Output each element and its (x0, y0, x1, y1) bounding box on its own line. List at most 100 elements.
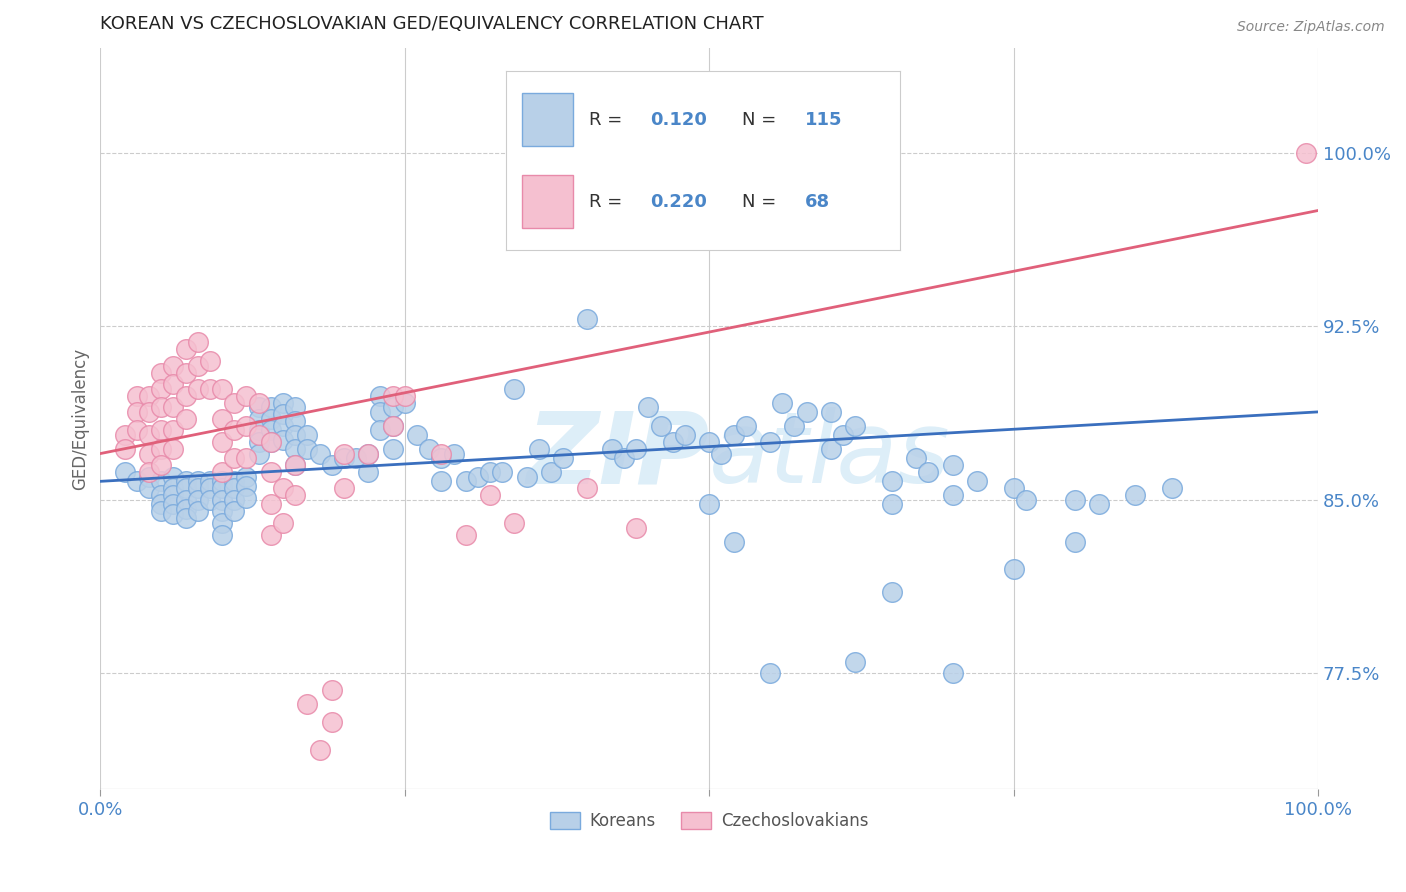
Point (271, 395, 294, 409)
Point (479, 488, 502, 502)
Point (1002, 481, 1025, 495)
Point (162, 507, 184, 521)
Text: 68: 68 (806, 193, 831, 211)
Point (284, 401, 307, 415)
Point (211, 434, 233, 449)
Point (418, 442, 440, 456)
Point (260, 465, 283, 479)
Point (198, 481, 221, 495)
Point (284, 428, 307, 442)
Point (150, 382, 173, 396)
Point (247, 428, 270, 442)
Point (224, 424, 246, 438)
Point (381, 389, 404, 403)
Point (832, 428, 855, 442)
Point (284, 458, 307, 472)
Point (150, 366, 173, 380)
Text: R =: R = (589, 111, 628, 128)
Point (297, 697, 319, 711)
Point (174, 343, 197, 357)
Point (198, 382, 221, 396)
Text: 0.120: 0.120 (650, 111, 707, 128)
Point (271, 433, 294, 447)
Point (540, 465, 562, 479)
Text: N =: N = (742, 111, 782, 128)
Point (125, 424, 148, 438)
Point (321, 682, 343, 697)
Point (174, 492, 197, 507)
Point (770, 395, 793, 409)
Text: atlas: atlas (709, 408, 950, 504)
Point (235, 451, 257, 466)
Point (271, 407, 294, 421)
Point (211, 481, 233, 495)
Point (673, 428, 696, 442)
Point (430, 475, 453, 489)
Point (198, 492, 221, 507)
Point (284, 442, 307, 456)
Point (247, 412, 270, 426)
Point (260, 527, 283, 541)
Point (150, 488, 173, 502)
Point (247, 395, 270, 409)
Point (211, 492, 233, 507)
Point (381, 418, 404, 433)
Point (174, 511, 197, 525)
Point (125, 405, 148, 419)
Point (235, 479, 257, 493)
Point (187, 481, 209, 495)
Point (235, 389, 257, 403)
Point (430, 451, 453, 466)
Point (150, 475, 173, 489)
Point (1088, 498, 1111, 512)
Point (260, 434, 283, 449)
Point (284, 414, 307, 428)
Point (114, 442, 136, 456)
Point (905, 451, 928, 466)
Point (271, 516, 294, 530)
Point (357, 446, 380, 460)
Point (187, 504, 209, 518)
Point (381, 442, 404, 456)
Point (162, 488, 184, 502)
Point (247, 424, 270, 438)
Point (624, 521, 647, 535)
Point (710, 446, 733, 460)
Point (174, 502, 197, 516)
Point (370, 424, 392, 438)
Point (942, 666, 965, 681)
Point (138, 389, 160, 403)
Point (211, 516, 233, 530)
Point (844, 655, 866, 669)
Point (734, 418, 756, 433)
Point (150, 458, 173, 472)
Point (880, 498, 903, 512)
Point (381, 401, 404, 415)
Point (942, 458, 965, 472)
Point (430, 446, 453, 460)
Point (394, 395, 416, 409)
Point (576, 481, 599, 495)
Point (820, 442, 842, 456)
Point (114, 428, 136, 442)
Point (491, 465, 513, 479)
Point (1295, 145, 1317, 160)
Point (138, 428, 160, 442)
Point (247, 401, 270, 415)
Point (467, 469, 489, 483)
Point (503, 516, 526, 530)
Point (454, 527, 477, 541)
Point (697, 434, 720, 449)
Point (479, 465, 502, 479)
Point (260, 498, 283, 512)
Point (1015, 492, 1038, 507)
Point (162, 377, 184, 392)
Bar (522, 175, 574, 228)
Point (370, 405, 392, 419)
Point (271, 481, 294, 495)
Point (637, 401, 659, 415)
Point (162, 424, 184, 438)
Point (880, 475, 903, 489)
Point (211, 475, 233, 489)
Point (138, 469, 160, 483)
